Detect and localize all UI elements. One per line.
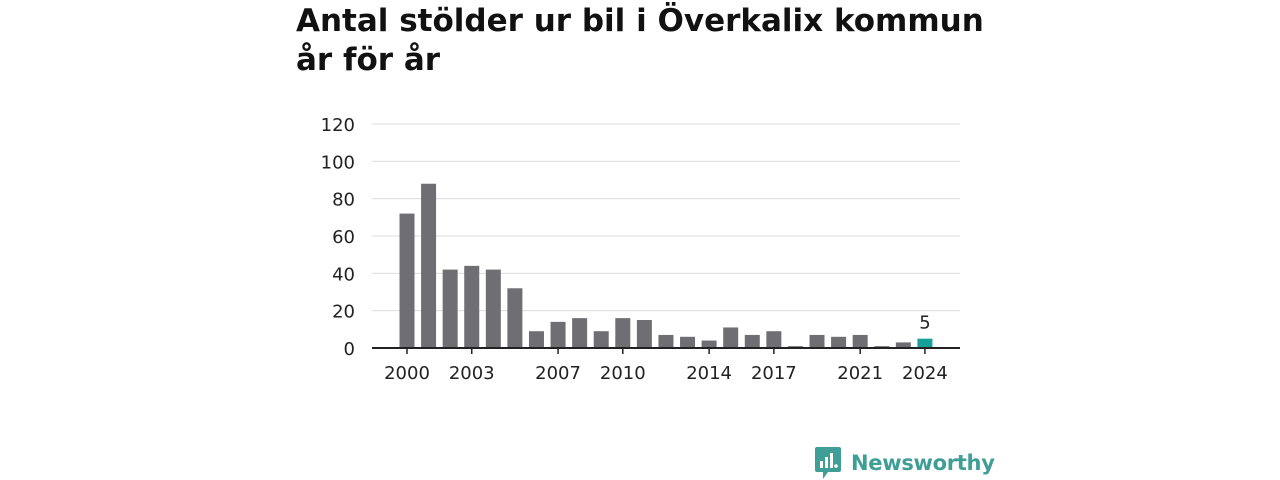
y-tick-label: 120 [321,115,355,136]
chart-title-line-2: år för år [296,42,441,78]
data-label: 5 [919,313,930,334]
x-tick-label: 2024 [902,363,948,384]
bar [485,269,501,348]
y-axis-ticks: 0 20 40 60 80 100 120 [321,115,355,360]
bar [421,183,437,348]
y-tick-label: 100 [321,152,355,173]
bar [852,334,868,348]
x-tick-label: 2010 [600,363,646,384]
bar [464,265,480,348]
bar [723,327,739,348]
bar [809,334,825,348]
bar [615,318,631,348]
x-tick-label: 2000 [384,363,430,384]
bar [636,320,652,348]
bar [593,331,609,348]
x-tick-label: 2014 [686,363,732,384]
bar-highlight [917,338,933,348]
x-tick-label: 2003 [449,363,495,384]
bar [744,334,760,348]
y-tick-label: 80 [332,190,355,211]
bar [572,318,588,348]
newsworthy-logo-icon [815,447,841,479]
bar [701,340,717,348]
bar [399,213,415,348]
bar [442,269,458,348]
bar [528,331,544,348]
bar [507,288,523,348]
x-tick-label: 2007 [535,363,581,384]
bar [550,321,566,348]
bar [895,342,911,348]
bar [680,336,696,348]
y-tick-label: 20 [332,302,355,323]
brand-name: Newsworthy [851,451,995,475]
x-tick-label: 2021 [837,363,883,384]
y-tick-label: 60 [332,227,355,248]
bar [831,336,847,348]
x-axis-ticks: 2000 2003 2007 2010 2014 2017 2021 2024 [384,348,948,384]
y-tick-label: 0 [344,339,355,360]
gridlines [372,123,960,312]
brand-logo: Newsworthy [814,446,995,480]
x-tick-label: 2017 [751,363,797,384]
y-tick-label: 40 [332,264,355,285]
chart-title-line-1: Antal stölder ur bil i Överkalix kommun [296,3,984,39]
bar [658,334,674,348]
data-labels: 5 [919,313,930,334]
chart-title: Antal stölder ur bil i Överkalix kommun … [296,2,1016,80]
bars [399,183,933,348]
bar [766,331,782,348]
